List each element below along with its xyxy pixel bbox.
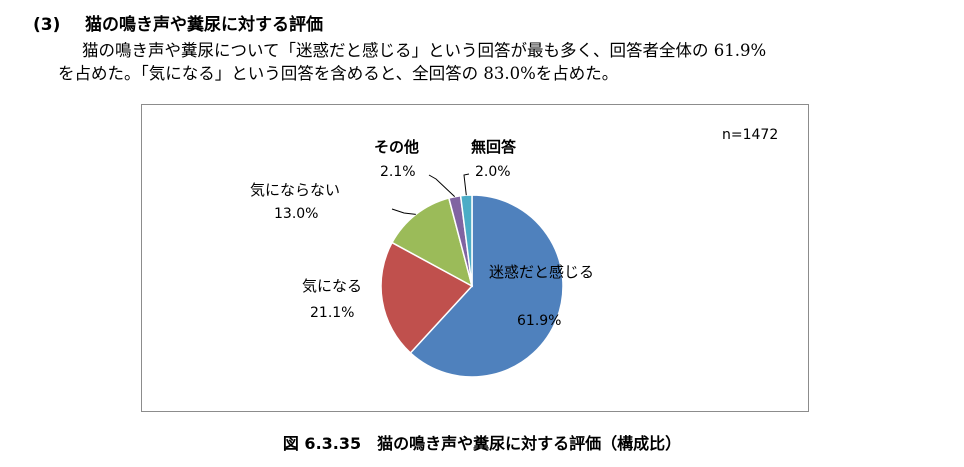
slice-label-kininaranai: 気にならない	[250, 181, 341, 199]
pie-chart	[380, 173, 564, 378]
pie-slice-0	[409, 194, 564, 378]
pie-slices	[380, 194, 564, 378]
slice-value-mukaitou: 2.0%	[475, 164, 511, 180]
summary-paragraph: 猫の鳴き声や糞尿について「迷惑だと感じる」という回答が最も多く、回答者全体の 6…	[58, 39, 948, 85]
section-heading: (3) 猫の鳴き声や糞尿に対する評価	[33, 10, 323, 35]
figure-caption: 図 6.3.35 猫の鳴き声や糞尿に対する評価（構成比）	[282, 434, 682, 453]
leader-line-2	[391, 208, 416, 215]
section-number: (3)	[33, 15, 61, 35]
slice-value-meiwaku: 61.9%	[517, 313, 562, 329]
pie-slice-1	[380, 241, 474, 355]
leader-lines	[391, 173, 470, 215]
slice-label-sonota: その他	[374, 138, 420, 156]
leader-line-3	[428, 174, 456, 198]
slice-label-meiwaku: 迷惑だと感じる	[489, 263, 595, 281]
slice-value-sonota: 2.1%	[380, 164, 416, 180]
slice-label-mukaitou: 無回答	[471, 138, 517, 156]
slice-value-kininaru: 21.1%	[310, 305, 355, 321]
leader-line-4	[463, 173, 470, 196]
pie-slice-2	[391, 197, 474, 288]
paragraph-line-2: を占めた。「気になる」という回答を含めると、全回答の 83.0%を占めた。	[58, 64, 619, 83]
sample-size-label: n=1472	[722, 127, 779, 143]
slice-value-kininaranai: 13.0%	[274, 206, 319, 222]
section-title: 猫の鳴き声や糞尿に対する評価	[85, 15, 323, 35]
paragraph-line-1: 猫の鳴き声や糞尿について「迷惑だと感じる」という回答が最も多く、回答者全体の 6…	[82, 41, 767, 60]
chart-frame: n=1472 迷惑だと感じる 61.9% 気になる 21.1% 気にならない 1…	[141, 104, 809, 412]
slice-label-kininaru: 気になる	[302, 277, 363, 295]
